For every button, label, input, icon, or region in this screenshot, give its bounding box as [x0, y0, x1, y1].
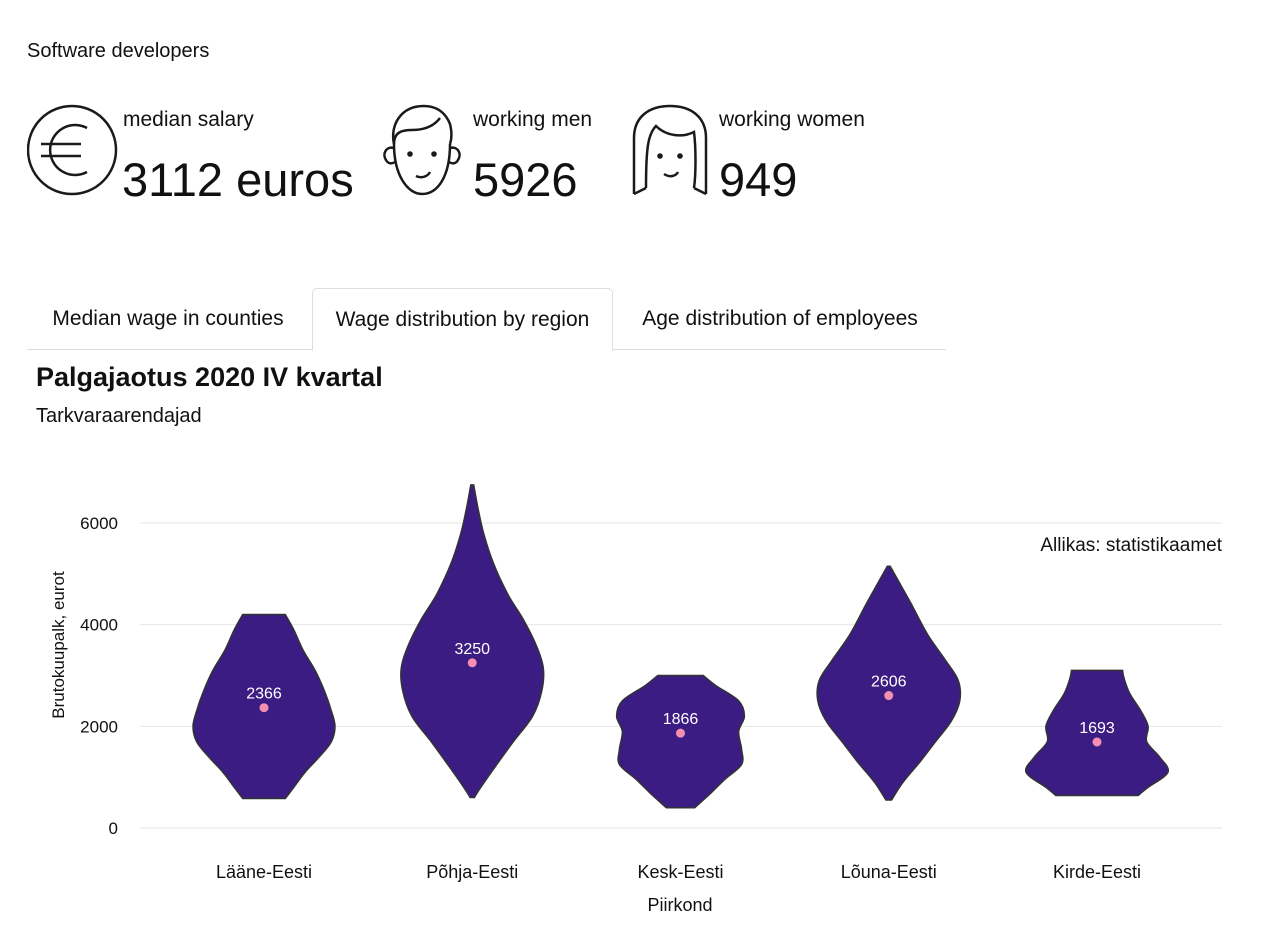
- tab-age-distribution[interactable]: Age distribution of employees: [642, 307, 918, 330]
- x-axis-label: Piirkond: [647, 895, 712, 915]
- violin-4: [816, 565, 962, 801]
- chart-subtitle: Tarkvaraarendajad: [36, 405, 202, 427]
- y-axis-label: Brutokuupalk, eurot: [49, 571, 68, 719]
- y-tick-label: 6000: [80, 514, 118, 533]
- stat-label: working men: [473, 108, 593, 131]
- y-tick-label: 0: [109, 819, 118, 838]
- median-label: 2366: [246, 686, 282, 703]
- stat-label: working women: [719, 108, 865, 131]
- euro-icon: [26, 104, 119, 201]
- chart-title: Palgajaotus 2020 IV kvartal: [36, 362, 383, 392]
- median-point: [676, 728, 685, 738]
- x-tick-label: Lõuna-Eesti: [841, 862, 937, 882]
- stat-value: 3112 euros: [122, 153, 354, 206]
- median-label: 1866: [663, 711, 699, 728]
- chart-caption: Allikas: statistikaamet: [1040, 535, 1222, 556]
- page-title: Software developers: [27, 40, 210, 62]
- y-tick-label: 4000: [80, 616, 118, 635]
- woman-face-icon: [632, 104, 712, 201]
- y-tick-label: 2000: [80, 717, 118, 736]
- tab-wage-distribution-region[interactable]: Wage distribution by region: [312, 288, 613, 351]
- median-point: [259, 703, 269, 713]
- median-label: 3250: [454, 641, 490, 658]
- median-point: [467, 658, 477, 668]
- x-tick-label: Lääne-Eesti: [216, 862, 312, 882]
- violin-chart: 0 2000 4000 6000 Brutokuupalk, eurot Piirkond…: [49, 484, 1223, 915]
- violin-5: [1024, 669, 1170, 797]
- median-point: [884, 691, 894, 701]
- violin-3: [615, 674, 746, 809]
- stat-value: 949: [719, 153, 798, 206]
- x-tick-label: Põhja-Eesti: [426, 862, 518, 882]
- stat-label: median salary: [123, 108, 254, 131]
- median-label: 2606: [871, 674, 907, 691]
- x-tick-label: Kesk-Eesti: [637, 862, 723, 882]
- x-tick-label: Kirde-Eesti: [1053, 862, 1141, 882]
- tab-bar: Median wage in counties Wage distributio…: [27, 288, 946, 351]
- tab-median-wage-counties[interactable]: Median wage in counties: [52, 307, 284, 330]
- violin-2: [400, 484, 545, 799]
- stat-value: 5926: [473, 153, 578, 206]
- median-point: [1092, 737, 1102, 747]
- median-label: 1693: [1079, 720, 1115, 737]
- man-face-icon: [380, 104, 466, 201]
